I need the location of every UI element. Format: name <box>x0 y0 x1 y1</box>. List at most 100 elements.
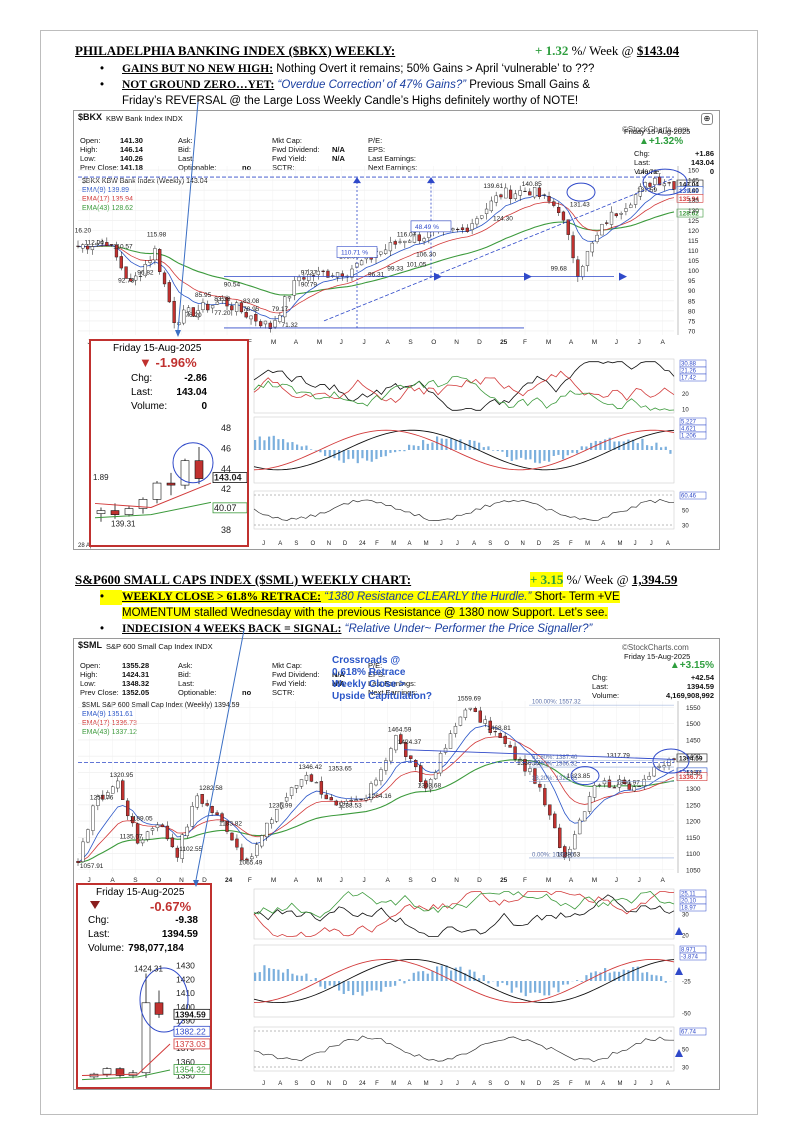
candle-down <box>465 227 469 232</box>
macd-bar <box>300 975 303 981</box>
candle-up <box>590 242 594 253</box>
y-tick-label: 1100 <box>686 851 700 858</box>
bkx-y-axis: 150 145 140 135 130 125 120 115 110 105 100 95 90 85 8… <box>677 166 699 335</box>
candle-down <box>105 242 109 246</box>
candle-down <box>334 800 338 806</box>
price-label: 99.33 <box>387 266 404 273</box>
macd-bar <box>473 440 476 450</box>
macd-bar <box>496 450 499 452</box>
macd-bar <box>571 450 574 453</box>
candle-up <box>595 234 599 242</box>
x-tick-label: A <box>385 877 390 884</box>
inset-value-box <box>173 1025 210 1037</box>
candle-up <box>185 826 189 837</box>
macd-bar <box>552 450 555 456</box>
y-tick-label: 105 <box>688 258 699 265</box>
candle-up <box>91 805 95 831</box>
candle-up <box>274 808 279 822</box>
macd-bar <box>650 974 653 981</box>
macd-bar <box>590 972 593 981</box>
last-value-box <box>676 753 708 763</box>
price-label: 116.07 <box>397 231 417 238</box>
section2-summary: + 3.15 %/ Week @ 1,394.59 <box>530 572 677 588</box>
candle-down <box>576 259 580 277</box>
macd-bar <box>487 446 490 450</box>
candle-down <box>329 797 333 801</box>
macd-bar <box>305 445 308 450</box>
macd-bar <box>534 981 537 993</box>
macd-bar <box>585 975 588 981</box>
indicator-value: 4.621 <box>681 427 697 433</box>
candle-down <box>498 733 502 738</box>
candle-up <box>619 213 623 215</box>
candle-up <box>234 302 239 312</box>
ind-x-tick: M <box>391 1081 396 1087</box>
macd-bar <box>548 981 551 996</box>
candle-up <box>468 707 473 710</box>
bullet-text: Nothing Overt it remains; 50% Gains > Ap… <box>273 63 595 75</box>
x-tick-label: F <box>523 877 527 884</box>
inset-label: 139.31 <box>111 520 136 529</box>
price-label: 137.59 <box>637 187 657 194</box>
indicator-value-box <box>679 1027 707 1036</box>
macd-bar <box>291 973 294 981</box>
candle-up <box>369 783 373 800</box>
x-tick-label: F <box>248 339 252 346</box>
inset-y-tick: 46 <box>221 443 231 453</box>
price-label: 1102.55 <box>179 846 202 853</box>
macd-bar <box>338 450 341 461</box>
ind-x-tick: J <box>650 1081 653 1087</box>
section1-change: + 1.32 <box>535 43 569 58</box>
macd-bar <box>403 450 406 452</box>
macd-bar <box>655 975 658 981</box>
arrow-up-icon <box>675 927 683 935</box>
macd-bar <box>282 972 285 981</box>
candle-down <box>158 249 162 272</box>
bkx-info-left: Open: 141.30 High: 146.14 Low: 140.26 Pr… <box>80 136 143 172</box>
y-tick-label: 1550 <box>686 705 701 712</box>
last-value-label: 143.04 <box>679 182 699 189</box>
x-tick-label: S <box>133 877 138 884</box>
x-tick-label: A <box>385 339 390 346</box>
arrow-up-icon <box>353 177 361 184</box>
candle-down <box>167 282 171 303</box>
ind-x-tick: M <box>617 541 622 547</box>
candle-down <box>240 847 244 861</box>
candle-down <box>215 812 219 815</box>
candle-down <box>508 189 513 199</box>
macd-bar <box>338 981 341 991</box>
candle-up <box>647 776 651 780</box>
inset-candle-up <box>102 1068 112 1075</box>
macd-bar <box>538 450 541 464</box>
macd-bar <box>660 447 663 450</box>
sml-chart: $SML S&P 600 Small Cap Index INDX ©Stock… <box>73 638 720 1090</box>
inset-candle-down <box>110 510 120 515</box>
macd-bar <box>272 435 275 450</box>
x-tick-label: A <box>661 339 666 346</box>
candle-up <box>403 241 407 243</box>
inset-candle-down <box>194 460 204 479</box>
candle-up <box>95 242 99 245</box>
candle-down <box>460 227 465 230</box>
price-label: 1089.63 <box>557 851 581 858</box>
candle-up <box>265 822 269 838</box>
rsi-line <box>253 1035 675 1063</box>
candle-down <box>543 788 547 806</box>
macd-bar <box>254 972 257 981</box>
price-label: 1346.42 <box>298 764 322 771</box>
candle-up <box>448 733 453 749</box>
zoom-icon[interactable]: ⊕ <box>701 113 713 125</box>
x-tick-label: M <box>592 877 597 884</box>
candle-down <box>657 176 662 186</box>
macd-bar <box>613 441 616 450</box>
macd-bar <box>356 450 359 464</box>
arrow-up-icon <box>675 1049 683 1057</box>
candle-up <box>116 780 120 789</box>
ind-x-tick: J <box>262 541 265 547</box>
x-tick-label: M <box>271 339 276 346</box>
candle-up <box>210 305 215 309</box>
candle-up <box>316 270 320 275</box>
arrow-right-icon <box>434 272 442 281</box>
macd-bar <box>258 436 261 450</box>
ind-x-tick: A <box>666 1081 670 1087</box>
